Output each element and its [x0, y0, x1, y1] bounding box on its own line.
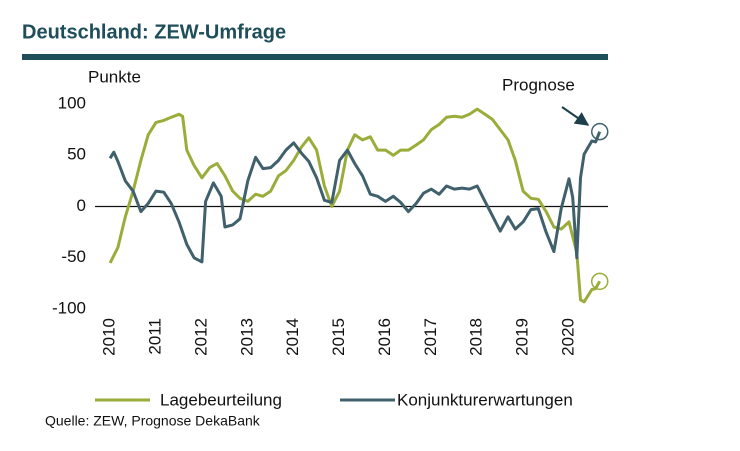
legend-label: Konjunkturerwartungen — [397, 390, 573, 409]
x-tick-label: 2012 — [191, 318, 210, 356]
x-tick-label: 2014 — [283, 318, 302, 356]
x-tick-label: 2018 — [467, 318, 486, 356]
annotation: Prognose — [502, 75, 575, 94]
x-tick-label: 2015 — [329, 318, 348, 356]
x-tick-label: 2017 — [421, 318, 440, 356]
forecast-marker — [590, 272, 609, 291]
x-tick-label: 2016 — [375, 318, 394, 356]
annotation-arrow — [561, 106, 590, 126]
x-tick-label: 2020 — [558, 318, 577, 356]
y-tick-label: -50 — [61, 247, 86, 266]
series-line — [108, 131, 602, 264]
forecast-marker — [590, 122, 609, 141]
source: Quelle: ZEW, Prognose DekaBank — [45, 413, 261, 429]
legend-label: Lagebeurteilung — [160, 390, 282, 409]
series-line — [108, 107, 602, 304]
y-tick-label: 100 — [58, 93, 86, 112]
x-tick-label: 2010 — [100, 318, 119, 356]
chart-title: Deutschland: ZEW-Umfrage — [22, 21, 286, 43]
title-rule — [22, 54, 608, 60]
x-tick-label: 2011 — [146, 318, 165, 355]
y-axis-label: Punkte — [88, 67, 141, 86]
y-tick-label: -100 — [52, 298, 86, 317]
y-tick-label: 0 — [77, 196, 86, 215]
x-tick-label: 2013 — [237, 318, 256, 356]
y-tick-label: 50 — [67, 145, 86, 164]
x-tick-label: 2019 — [513, 318, 532, 356]
